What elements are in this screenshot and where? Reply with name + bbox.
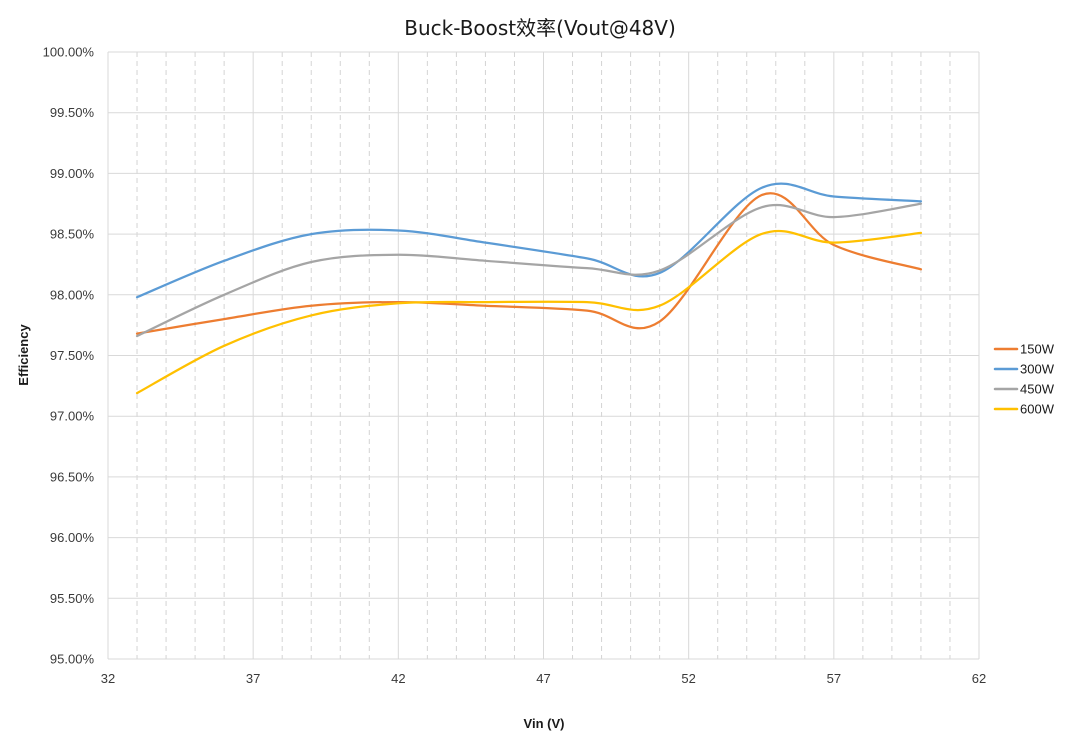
y-tick-label: 96.50%: [50, 469, 95, 484]
legend: 150W 300W 450W 600W: [993, 342, 1055, 417]
y-axis-ticks: 95.00% 95.50% 96.00% 96.50% 97.00% 97.50% 98.0…: [43, 45, 95, 667]
legend-label-150W: 150W: [1020, 342, 1055, 357]
x-tick-label: 62: [972, 671, 986, 686]
y-tick-label: 98.00%: [50, 287, 95, 302]
y-tick-label: 97.00%: [50, 409, 95, 424]
y-tick-label: 99.50%: [50, 105, 95, 120]
y-tick-label: 95.00%: [50, 652, 95, 667]
minor-gridlines: [136, 52, 951, 659]
legend-label-450W: 450W: [1020, 382, 1055, 397]
y-tick-label: 99.00%: [50, 166, 95, 181]
y-tick-label: 97.50%: [50, 348, 95, 363]
x-axis-ticks: 32 37 42 47 52 57 62: [101, 671, 986, 686]
legend-label-300W: 300W: [1020, 362, 1055, 377]
x-tick-label: 57: [827, 671, 841, 686]
x-tick-label: 42: [391, 671, 405, 686]
y-tick-label: 100.00%: [43, 45, 95, 60]
y-tick-label: 95.50%: [50, 591, 95, 606]
y-tick-label: 96.00%: [50, 530, 95, 545]
x-axis-title: Vin (V): [524, 716, 565, 731]
x-tick-label: 47: [536, 671, 550, 686]
x-tick-label: 32: [101, 671, 115, 686]
x-tick-label: 52: [681, 671, 695, 686]
major-gridlines: [107, 51, 980, 660]
series-line-450W: [135, 202, 923, 338]
series-line-300W: [135, 182, 923, 299]
y-tick-label: 98.50%: [50, 227, 95, 242]
y-axis-title: Efficiency: [16, 324, 31, 386]
series-lines: [135, 182, 923, 395]
chart-title: Buck-Boost效率(Vout@48V): [404, 16, 676, 40]
x-tick-label: 37: [246, 671, 260, 686]
series-line-600W: [135, 229, 923, 395]
legend-label-600W: 600W: [1020, 402, 1055, 417]
